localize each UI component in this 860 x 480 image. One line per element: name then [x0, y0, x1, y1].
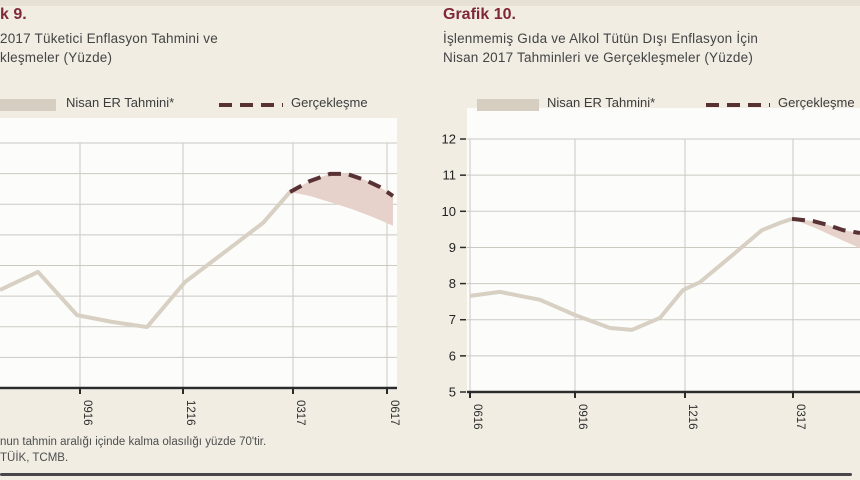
- svg-text:0617: 0617: [388, 400, 400, 426]
- svg-text:12: 12: [442, 132, 456, 147]
- svg-text:10: 10: [442, 204, 456, 219]
- left-chart-title: k 9.: [0, 6, 27, 23]
- page-top-strip: [0, 0, 860, 6]
- svg-text:7: 7: [449, 312, 456, 327]
- right-legend-forecast-swatch: [477, 99, 539, 111]
- svg-text:9: 9: [449, 240, 456, 255]
- right-legend-realization-swatch: [706, 103, 770, 107]
- svg-text:0317: 0317: [294, 400, 306, 426]
- left-chart-subtitle-line2: kleşmeler (Yüzde): [0, 50, 113, 65]
- svg-text:5: 5: [449, 385, 456, 400]
- page-bottom-rule: [0, 473, 852, 476]
- svg-text:1216: 1216: [686, 404, 698, 430]
- svg-text:0916: 0916: [576, 404, 588, 430]
- svg-text:0616: 0616: [471, 404, 483, 430]
- svg-text:8: 8: [449, 276, 456, 291]
- right-legend-realization-label: Gerçekleşme: [778, 95, 855, 110]
- svg-text:11: 11: [443, 168, 457, 183]
- footnote-line2: TÜİK, TCMB.: [0, 452, 69, 464]
- footnote-line1: nun tahmin aralığı içinde kalma olasılığ…: [0, 436, 267, 448]
- right-chart-title: Grafik 10.: [443, 6, 516, 23]
- right-legend-forecast-label: Nisan ER Tahmini*: [547, 95, 656, 110]
- left-legend-forecast-swatch: [0, 99, 56, 111]
- right-chart-subtitle-line2: Nisan 2017 Tahminleri ve Gerçekleşmeler …: [443, 50, 754, 65]
- left-legend-forecast-label: Nisan ER Tahmini*: [66, 95, 175, 110]
- left-legend-realization-swatch: [219, 103, 283, 107]
- right-chart-subtitle-line1: İşlenmemiş Gıda ve Alkol Tütün Dışı Enfl…: [443, 31, 759, 46]
- svg-text:0317: 0317: [794, 404, 806, 430]
- svg-text:1216: 1216: [184, 400, 196, 426]
- left-legend-realization-label: Gerçekleşme: [291, 95, 368, 110]
- svg-text:0916: 0916: [81, 400, 93, 426]
- left-chart-subtitle-line1: 2017 Tüketici Enflasyon Tahmini ve: [0, 31, 218, 46]
- svg-text:6: 6: [449, 348, 456, 363]
